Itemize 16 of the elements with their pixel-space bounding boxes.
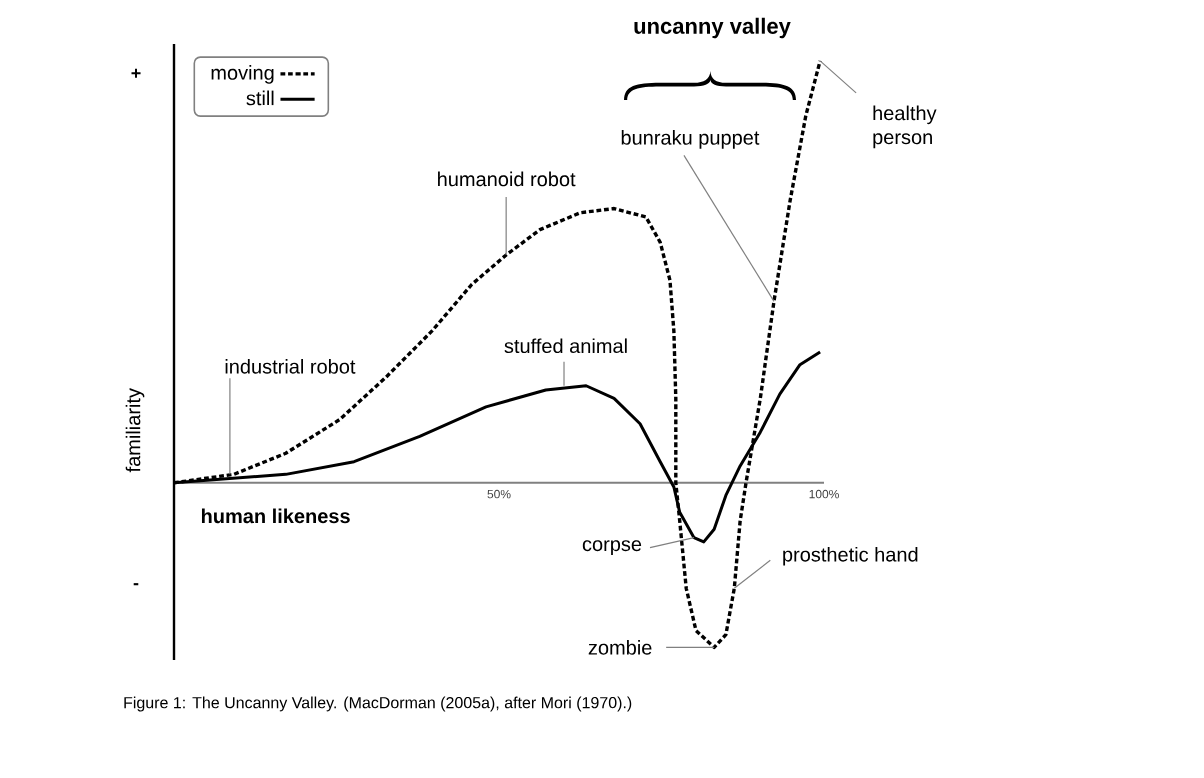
text: - xyxy=(133,583,139,586)
annotation: bunraku puppet xyxy=(621,130,760,149)
y-axis-title: familiarity xyxy=(125,388,145,473)
annotation: healthy person xyxy=(873,105,937,149)
text: uncanny valley xyxy=(634,17,791,39)
annotation: industrial robot xyxy=(225,359,356,374)
annotation: prosthetic hand xyxy=(783,546,918,566)
legend-label: still xyxy=(246,90,274,106)
caption: Figure 1: The Uncanny Valley. (MacDorman (2005a), after Mori (1970).) xyxy=(124,696,632,712)
annotation: corpse xyxy=(582,540,642,556)
legend-label: moving xyxy=(211,65,274,84)
annotation: humanoid robot xyxy=(438,171,576,187)
x-axis-title: human likeness xyxy=(201,508,350,524)
annotation: stuffed animal xyxy=(504,338,627,354)
annotation: zombie xyxy=(588,640,652,655)
text: + xyxy=(131,68,141,78)
